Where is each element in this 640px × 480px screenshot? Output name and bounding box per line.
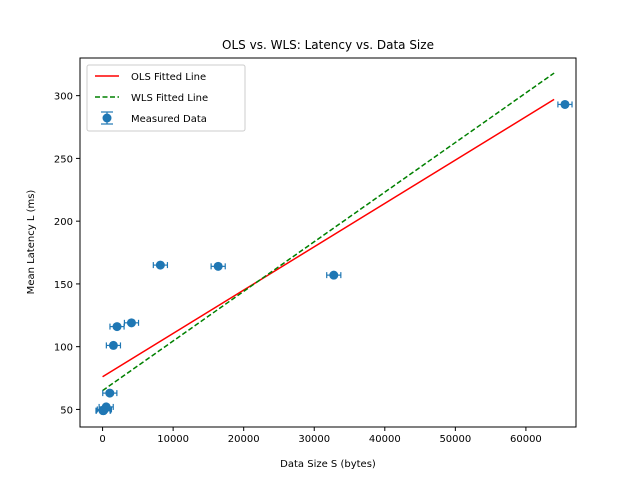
plot-frame — [79, 57, 577, 428]
x-tick-label: 10000 — [157, 434, 189, 445]
chart-title: OLS vs. WLS: Latency vs. Data Size — [222, 38, 434, 52]
x-tick-label: 0 — [99, 434, 105, 445]
y-tick-label: 150 — [54, 280, 73, 291]
data-point — [101, 402, 111, 412]
x-tick-label: 60000 — [510, 434, 542, 445]
data-point — [108, 340, 118, 350]
legend-measured-swatch — [101, 111, 113, 125]
legend-frame — [86, 64, 246, 132]
y-tick-label: 50 — [60, 405, 73, 416]
data-point — [560, 99, 570, 109]
y-axis-label: Mean Latency L (ms) — [26, 190, 37, 295]
wls-fitted-line — [102, 72, 555, 392]
plot-area — [95, 72, 573, 416]
axes: 0 10000 20000 30000 40000 50000 60000 50 100 150 2… — [54, 57, 577, 445]
data-point — [112, 322, 122, 332]
legend: OLS Fitted Line WLS Fitted Line Measured… — [86, 64, 246, 132]
legend-ols-label: OLS Fitted Line — [131, 72, 206, 83]
y-tick-label: 250 — [54, 154, 73, 165]
x-tick-label: 30000 — [298, 434, 330, 445]
data-point — [213, 261, 223, 271]
data-point — [155, 260, 165, 270]
x-tick-label: 40000 — [369, 434, 401, 445]
y-tick-label: 300 — [54, 92, 73, 103]
legend-wls-label: WLS Fitted Line — [131, 93, 208, 104]
x-axis-label: Data Size S (bytes) — [280, 459, 376, 470]
x-tick-label: 20000 — [228, 434, 260, 445]
y-tick-label: 200 — [54, 217, 73, 228]
data-point — [126, 318, 136, 328]
y-tick-label: 100 — [54, 343, 73, 354]
x-tick-label: 50000 — [439, 434, 471, 445]
ols-fitted-line — [102, 98, 555, 378]
data-point — [329, 270, 339, 280]
legend-measured-label: Measured Data — [131, 114, 207, 125]
data-point — [105, 388, 115, 398]
